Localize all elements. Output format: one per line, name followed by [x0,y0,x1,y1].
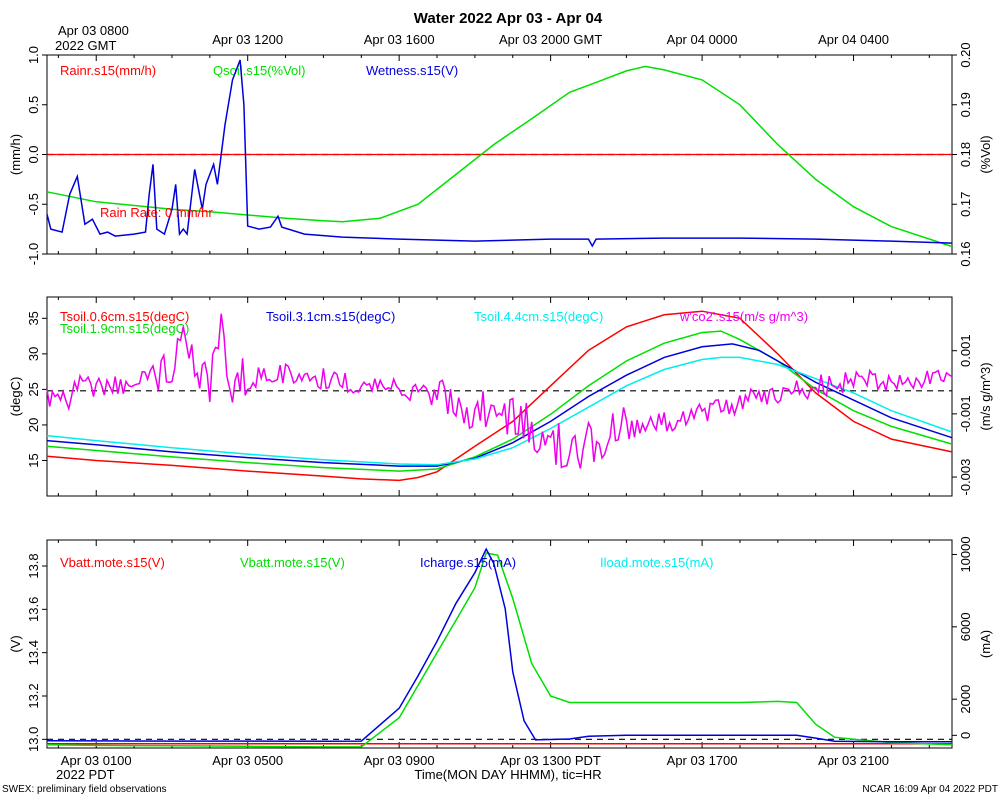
right-tick-label: 6000 [958,612,973,641]
series-line [46,343,953,467]
soil-temperature-panel: 15 20 25 30 35 -0.003 -0.001 0.001 (degC) (m/s g/… [8,296,993,497]
battery-panel: 13.0 13.2 13.4 13.6 13.8 0 2000 6000 10000 (V) (mA… [8,536,993,752]
left-tick-label: -1.0 [26,243,41,265]
right-tick-label: 0 [958,732,973,739]
right-axis-label: (mA) [978,630,993,658]
gmt-tick-label: Apr 04 0400 [818,32,889,47]
right-tick-label: -0.003 [958,459,973,496]
left-tick-label: 13.2 [26,683,41,708]
gmt-tick-label: Apr 03 2000 GMT [499,32,602,47]
gmt-tick-labels: Apr 03 1200 Apr 03 1600 Apr 03 2000 GMT Apr… [212,32,889,47]
right-tick-label: 0.001 [958,334,973,367]
left-tick-label: 13.8 [26,553,41,578]
right-tick-label: 0.20 [958,42,973,67]
gmt-start-label-line1: Apr 03 0800 [58,23,129,38]
left-tick-label: 15 [26,453,41,467]
left-axis-label: (degC) [8,377,23,417]
right-tick-label: 2000 [958,685,973,714]
right-axis-label: (m/s g/m^3) [978,362,993,430]
left-tick-label: 35 [26,311,41,325]
left-tick-label: 20 [26,418,41,432]
left-tick-label: 0.0 [26,145,41,163]
series-line [46,547,952,743]
pdt-tick-label: Apr 03 1700 [667,753,738,768]
legend-entry: Icharge.s15(mA) [420,555,516,570]
chart-title: Water 2022 Apr 03 - Apr 04 [414,10,603,27]
left-axis-label: (mm/h) [8,134,23,175]
gmt-tick-label: Apr 04 0000 [667,32,738,47]
legend-entry: Rainr.s15(mm/h) [60,63,156,78]
left-axis-label: (V) [8,635,23,652]
water-panel: -1.0 -0.5 0.0 0.5 1.0 0.16 0.17 0.18 0.19 0.20 (mm… [8,42,993,266]
pdt-tick-label: Apr 03 0500 [212,753,283,768]
legend-entry: Tsoil.4.4cm.s15(degC) [474,309,603,324]
right-tick-label: 0.16 [958,241,973,266]
gmt-start-label-line2: 2022 GMT [55,38,116,53]
series-line [46,59,953,248]
legend-entry: Tsoil.1.9cm.s15(degC) [60,321,189,336]
legend-entry: w'co2'.s15(m/s g/m^3) [679,309,808,324]
right-tick-label: 10000 [958,536,973,572]
left-tick-label: -0.5 [26,193,41,215]
legend-entry: Wetness.s15(V) [366,63,458,78]
pdt-tick-label: Apr 03 2100 [818,753,889,768]
left-tick-label: 30 [26,347,41,361]
plot-frame [46,539,953,749]
rain-rate-annotation: Rain Rate: 0 mm/hr [100,205,213,220]
right-axis-label: (%Vol) [978,135,993,173]
left-tick-label: 13.4 [26,640,41,665]
legend-entry: Vbatt.mote.s15(V) [240,555,345,570]
series-line [46,65,953,248]
left-tick-label: 13.0 [26,727,41,752]
gmt-tick-label: Apr 03 1600 [364,32,435,47]
series-line [46,552,953,748]
series-line [46,313,953,469]
x-axis-label: Time(MON DAY HHMM), tic=HR [414,767,601,782]
gmt-tick-label: Apr 03 1200 [212,32,283,47]
pdt-tick-label: Apr 03 0100 [61,753,132,768]
right-tick-label: 0.18 [958,142,973,167]
right-tick-label: 0.17 [958,192,973,217]
right-tick-label: -0.001 [958,395,973,432]
footer-right-note: NCAR 16:09 Apr 04 2022 PDT [862,784,998,795]
right-tick-label: 0.19 [958,92,973,117]
plot-frame [46,296,953,497]
legend-entry: Tsoil.3.1cm.s15(degC) [266,309,395,324]
legend-entry: Tsoil.0.6cm.s15(degC) [60,309,189,324]
left-tick-label: 25 [26,382,41,396]
pdt-tick-label: Apr 03 0900 [364,753,435,768]
legend-entry: Qsoil.s15(%Vol) [213,63,305,78]
series-line [46,310,953,482]
pdt-tick-label: Apr 03 1300 PDT [500,753,601,768]
footer-left-note: SWEX: preliminary field observations [2,784,167,795]
left-tick-label: 13.6 [26,597,41,622]
series-line [46,330,953,472]
series-line [46,356,953,466]
left-tick-label: 0.5 [26,96,41,114]
left-tick-label: 1.0 [26,46,41,64]
legend-entry: Iload.mote.s15(mA) [600,555,713,570]
pdt-tick-labels: Apr 03 0100 Apr 03 0500 Apr 03 0900 Apr 03 … [61,753,889,768]
legend-entry: Vbatt.mote.s15(V) [60,555,165,570]
pdt-year-label: 2022 PDT [56,767,115,782]
